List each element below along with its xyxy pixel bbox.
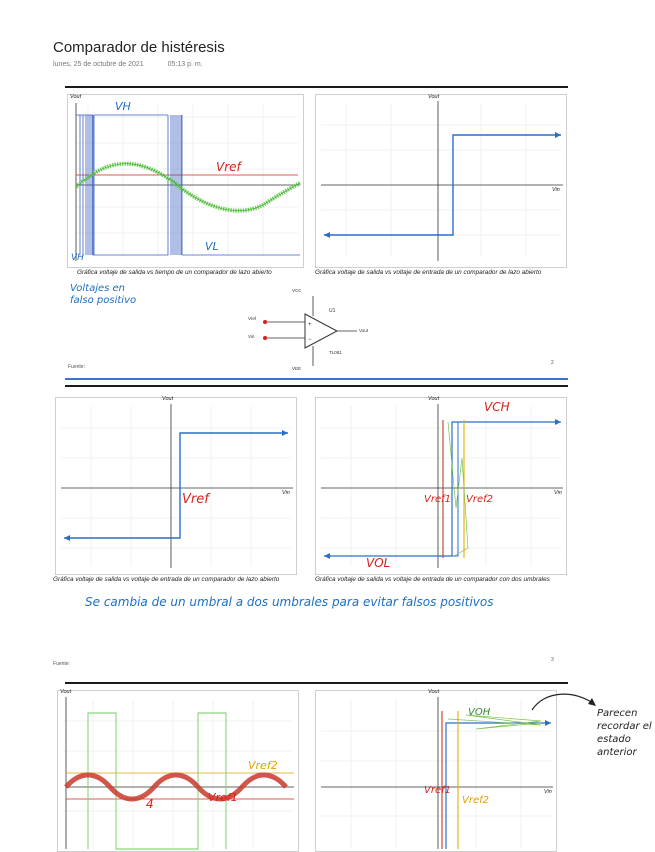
page-meta: lunes, 25 de octubre de 2021 05:13 p. m. (53, 61, 225, 68)
note-vref: Vref (182, 492, 209, 507)
note-four: 4 (146, 797, 154, 811)
plot-hysteresis-loop-graphic (321, 697, 553, 849)
x-axis-label: Vin (554, 490, 562, 496)
circuit-vout-label: Vout (359, 328, 369, 333)
slide-footer: Fuente: (53, 661, 70, 667)
circuit-part-label: U1 (329, 308, 336, 314)
plot-hysteresis-vs-time: Vout Vref2 Vref1 4 (57, 689, 299, 852)
note-vch: VCH (484, 400, 510, 414)
note-voh: VOH (468, 707, 491, 718)
plot-output-vs-time: Vout VH Vref VL VH (67, 94, 304, 268)
plot-output-vs-input-graphic (321, 101, 563, 261)
note-vref1: Vref1 (208, 791, 238, 804)
comparator-circuit: + − VCC Vref Vin Vout U1 TL081 VEE (245, 288, 385, 374)
plot-hysteresis-loop: Vout Vin VOH Vref1 Vref2 (315, 689, 557, 852)
circuit-vee-label: VEE (292, 366, 302, 371)
circuit-vin-label: Vin (248, 334, 255, 339)
x-axis-label: Vin (544, 789, 552, 795)
y-axis-label: Vout (428, 396, 440, 402)
slide-page-number: 2 (551, 360, 554, 366)
handwritten-note: Se cambia de un umbral a dos umbrales pa… (85, 595, 494, 609)
circuit-model-label: TL081 (329, 350, 342, 355)
slide-4: Vout Vref2 Vref1 4 Vout Vin VOH Vref1 Vr… (57, 682, 568, 852)
note-vh-left: VH (71, 253, 84, 263)
y-axis-label: Vout (70, 94, 82, 100)
plot-open-loop-transfer: Vout Vin Vref (55, 396, 297, 575)
slide-page-number: 3 (551, 657, 554, 663)
page-date: lunes, 25 de octubre de 2021 (53, 61, 144, 68)
caption-open-loop-transfer: Gráfica voltaje de salida vs voltaje de … (53, 576, 280, 583)
caption-output-vs-input: Gráfica voltaje de salida vs voltaje de … (315, 269, 542, 276)
plot-hysteresis-transfer-graphic (321, 404, 563, 568)
note-vref2: Vref2 (462, 795, 489, 806)
slide-3: Vout Vin Vref Gráfica voltaje de salida … (53, 385, 568, 674)
circuit-vcc-label: VCC (292, 288, 302, 293)
caption-output-vs-time: Gráfica voltaje de salida vs tiempo de u… (77, 269, 272, 276)
note-vref1: Vref1 (424, 494, 451, 505)
plot-open-loop-transfer-graphic (61, 404, 293, 568)
note-vl: VL (205, 240, 219, 253)
side-note-arrow (531, 693, 596, 711)
y-axis-label: Vout (428, 94, 440, 100)
note-vref2: Vref2 (248, 759, 278, 772)
plot-hysteresis-transfer: Vout Vin VCH Vref1 Vref2 VOL (315, 396, 567, 575)
plot-output-vs-time-graphic (74, 103, 301, 261)
y-axis-label: Vout (60, 689, 72, 695)
note-vol: VOL (366, 556, 391, 570)
plot-hysteresis-vs-time-graphic (63, 697, 294, 850)
note-false-positive: Voltajes en falso positivo (70, 283, 137, 306)
x-axis-label: Vin (282, 490, 290, 496)
circuit-vref-label: Vref (248, 316, 257, 321)
note-vref2: Vref2 (466, 494, 493, 505)
side-note: Parecen recordar el estado anterior (597, 708, 652, 758)
caption-hysteresis-transfer: Gráfica voltaje de salida vs voltaje de … (315, 576, 550, 583)
page-title: Comparador de histéresis (53, 39, 225, 56)
comparator-circuit-graphic: + − (263, 296, 357, 366)
svg-text:−: − (308, 337, 312, 343)
note-vref: Vref (216, 160, 241, 174)
slide-footer: Fuente: (68, 364, 85, 370)
y-axis-label: Vout (162, 396, 174, 402)
plot-output-vs-input: Vout Vin (315, 94, 567, 268)
note-vh: VH (115, 100, 131, 113)
x-axis-label: Vin (552, 187, 560, 193)
page-time: 05:13 p. m. (167, 61, 203, 68)
y-axis-label: Vout (428, 689, 440, 695)
slide-2: Vout VH Vref VL VH Gráfica voltaje de sa… (65, 86, 568, 380)
svg-text:+: + (308, 322, 312, 328)
note-vref1: Vref1 (424, 785, 451, 796)
